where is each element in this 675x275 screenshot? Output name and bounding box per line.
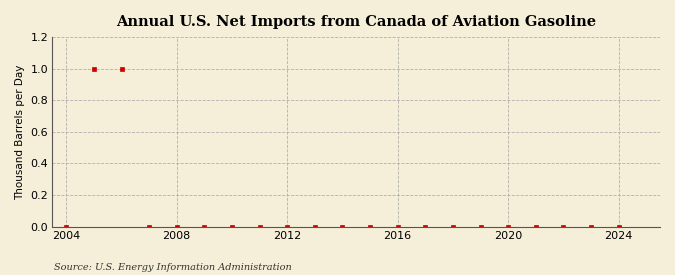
- Text: Source: U.S. Energy Information Administration: Source: U.S. Energy Information Administ…: [54, 263, 292, 272]
- Title: Annual U.S. Net Imports from Canada of Aviation Gasoline: Annual U.S. Net Imports from Canada of A…: [116, 15, 596, 29]
- Y-axis label: Thousand Barrels per Day: Thousand Barrels per Day: [15, 64, 25, 200]
